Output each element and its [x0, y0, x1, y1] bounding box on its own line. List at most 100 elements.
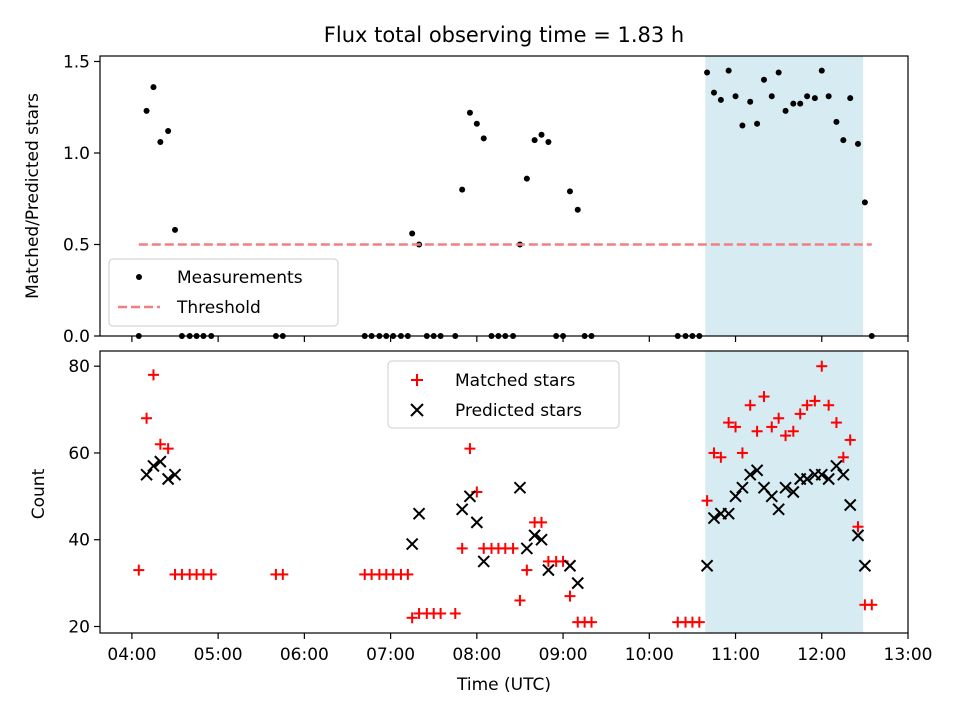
- predicted-stars-point: [830, 459, 843, 473]
- matched-stars-point: [586, 616, 598, 628]
- matched-stars-point: [162, 443, 174, 455]
- predicted-stars-point: [858, 559, 872, 572]
- predicted-stars-point: [405, 537, 419, 551]
- count-y-axis-label: Count: [29, 468, 49, 519]
- matched-stars-point: [736, 447, 748, 459]
- measurements-point: [754, 120, 761, 127]
- measurements-point: [545, 139, 552, 146]
- count-x-tick-label: 04:00: [107, 645, 156, 665]
- matched-stars-point: [402, 568, 414, 580]
- ratio-y-tick-label: 1.5: [63, 52, 90, 72]
- predicted-stars-point: [765, 490, 778, 503]
- predicted-stars-point: [161, 472, 175, 486]
- ratio-legend: Measurements Threshold: [108, 258, 339, 327]
- predicted-stars-point: [513, 481, 527, 494]
- measurements-point: [150, 84, 157, 91]
- predicted-stars-point: [455, 503, 469, 516]
- count-y-tick-label: 60: [68, 444, 90, 464]
- figure-title: Flux total observing time = 1.83 h: [324, 23, 684, 47]
- measurements-point: [804, 93, 811, 100]
- measurements-point: [833, 118, 840, 125]
- count-y-tick-label: 80: [68, 357, 90, 377]
- count-x-tick-label: 05:00: [194, 645, 243, 665]
- predicted-stars-point: [463, 490, 477, 503]
- count-x-ticks: 04:00 05:00 06:00 07:00 08:00 09:00 10:00 11:00…: [107, 633, 933, 665]
- ratio-panel-frame: [99, 55, 909, 337]
- predicted-stars-point: [779, 481, 792, 494]
- ratio-legend-box: [108, 258, 339, 327]
- measurements-point: [172, 226, 179, 233]
- measurements-point: [811, 95, 818, 102]
- matched-stars-point: [514, 594, 526, 606]
- legend-marker-predicted: [410, 403, 424, 417]
- measurements-point: [717, 96, 724, 103]
- count-x-axis-label: Time (UTC): [456, 675, 551, 695]
- matched-stars-point: [794, 408, 806, 420]
- count-x-tick-label: 08:00: [452, 645, 501, 665]
- measurements-point: [531, 137, 538, 144]
- count-marks: [133, 360, 878, 628]
- predicted-stars-point: [844, 498, 857, 512]
- ratio-x-ticks: [131, 336, 909, 342]
- measurements-point: [165, 128, 172, 135]
- measurements-point: [480, 135, 487, 142]
- predicted-stars-point: [563, 559, 577, 572]
- matched-stars-point: [521, 564, 533, 576]
- predicted-stars-point: [140, 468, 153, 481]
- measurements-point: [710, 89, 717, 96]
- predicted-stars-point: [412, 507, 426, 520]
- predicted-stars-point: [528, 529, 541, 542]
- matched-stars-point: [133, 564, 145, 576]
- predicted-stars-point: [800, 472, 814, 486]
- measurements-point: [725, 67, 732, 74]
- predicted-stars-point: [815, 468, 828, 481]
- legend-label-matched: Matched stars: [455, 371, 575, 391]
- predicted-stars-point: [787, 485, 800, 499]
- measurements-point: [466, 109, 473, 116]
- predicted-stars-point: [822, 472, 835, 486]
- count-x-tick-label: 09:00: [539, 645, 588, 665]
- measurements-point: [574, 206, 581, 213]
- matched-stars-point: [787, 425, 799, 437]
- measurements-point: [704, 69, 711, 76]
- matched-stars-point: [823, 399, 835, 411]
- predicted-stars-point: [729, 490, 742, 503]
- predicted-stars-point: [477, 555, 490, 568]
- matched-stars-point: [816, 360, 828, 372]
- measurements-point: [775, 69, 782, 76]
- predicted-stars-point: [571, 576, 584, 590]
- matched-stars-point: [564, 590, 576, 602]
- count-x-tick-label: 07:00: [366, 645, 415, 665]
- matched-stars-point: [830, 417, 842, 429]
- matched-stars-point: [744, 399, 756, 411]
- matched-stars-point: [723, 417, 735, 429]
- predicted-stars-point: [470, 516, 484, 529]
- measurements-point: [739, 122, 746, 129]
- predicted-stars-point: [743, 468, 757, 481]
- measurements-point: [523, 175, 530, 182]
- legend-label-measurements: Measurements: [177, 268, 303, 288]
- matched-stars-point: [837, 451, 849, 463]
- predicted-stars-point: [535, 533, 548, 546]
- count-y-ticks: 20 40 60 80: [68, 357, 100, 637]
- matched-stars-point: [708, 447, 720, 459]
- matched-stars-point: [758, 391, 770, 403]
- ratio-highlight-span: [705, 56, 864, 336]
- predicted-stars-point: [520, 542, 534, 555]
- matched-stars-point: [701, 495, 713, 507]
- ratio-y-tick-label: 0.0: [63, 327, 90, 347]
- measurements-point: [818, 67, 825, 74]
- matched-stars-point: [456, 542, 468, 554]
- count-legend: Matched stars Predicted stars: [387, 360, 620, 429]
- predicted-stars-point: [851, 529, 865, 542]
- measurements-point: [782, 107, 789, 114]
- predicted-stars-point: [722, 507, 735, 520]
- matched-stars-point: [844, 434, 856, 446]
- count-y-tick-label: 40: [68, 531, 90, 551]
- measurements-point: [747, 98, 754, 105]
- ratio-y-axis-label: Matched/Predicted stars: [23, 93, 43, 299]
- measurements-point: [797, 100, 804, 107]
- count-x-tick-label: 13:00: [884, 645, 933, 665]
- measurements-point: [847, 95, 854, 102]
- matched-stars-point: [406, 612, 418, 624]
